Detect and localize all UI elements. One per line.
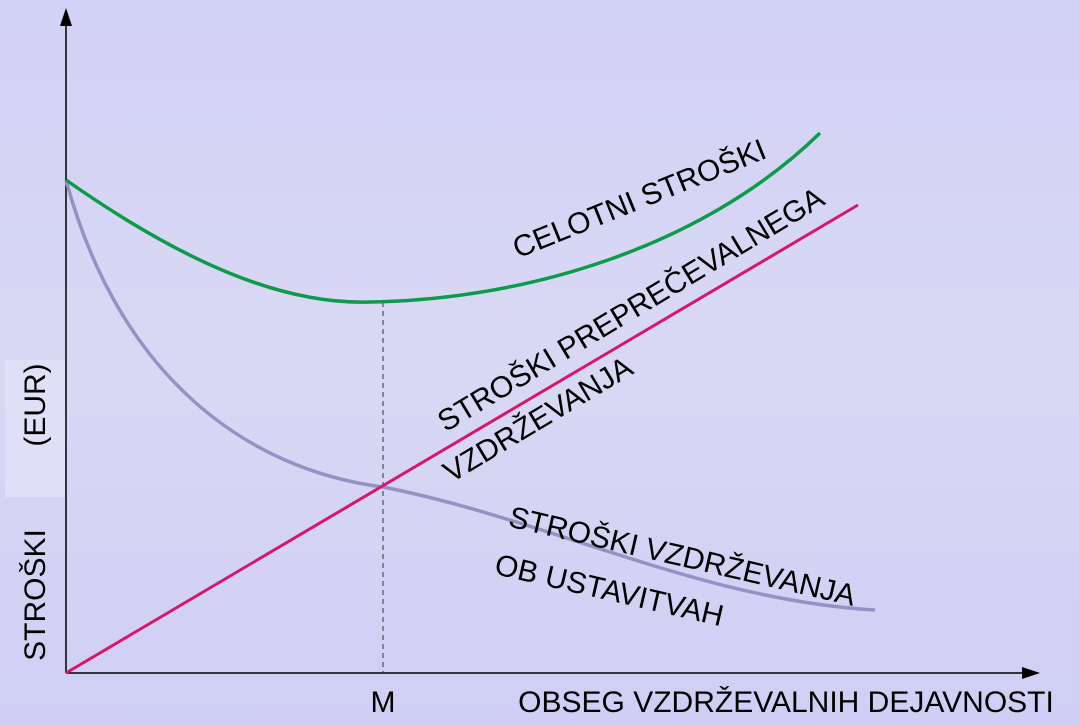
- x-arrow: [1022, 667, 1040, 679]
- y-axis-label: STROŠKI: [18, 529, 52, 661]
- x-axis-label: OBSEG VZDRŽEVALNIH DEJAVNOSTI: [518, 686, 1054, 719]
- label-highlight: [5, 360, 65, 497]
- marker-label: M: [371, 686, 396, 719]
- total-cost-curve: [64, 131, 822, 304]
- y-axis-label-unit: (EUR): [19, 363, 52, 446]
- y-arrow: [60, 8, 72, 26]
- preventive-cost-line: [65, 203, 859, 675]
